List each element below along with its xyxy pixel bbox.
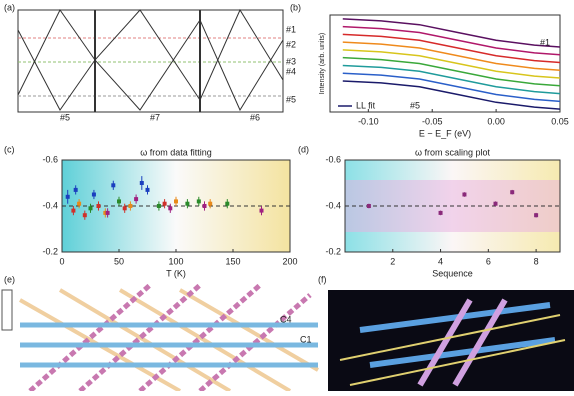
point — [438, 210, 443, 215]
point — [91, 192, 96, 197]
curve — [342, 72, 561, 103]
point — [510, 190, 515, 195]
point — [156, 204, 161, 208]
x-tick-label: -0.05 — [422, 116, 443, 126]
line-label: #2 — [286, 39, 296, 49]
point — [462, 192, 467, 197]
curve — [342, 33, 561, 64]
chart-title: ω from scaling plot — [415, 147, 491, 157]
x-tick-label: 0 — [59, 256, 64, 266]
point — [128, 204, 133, 208]
curve — [342, 80, 561, 110]
y-axis-label: Intensity (arb. units) — [319, 33, 326, 94]
point — [134, 197, 139, 202]
x-axis-label: Sequence — [432, 268, 473, 278]
point — [534, 213, 539, 218]
x-axis-label: E − E_F (eV) — [419, 128, 471, 138]
panel-e-diagram — [1, 283, 320, 393]
point — [105, 210, 110, 215]
line-label: #4 — [286, 66, 296, 76]
point — [77, 201, 82, 206]
y-tick-label: -0.2 — [325, 246, 341, 256]
x-tick-label: 6 — [486, 256, 491, 266]
point — [139, 181, 144, 185]
point — [88, 206, 93, 211]
x-tick-label: 0.05 — [551, 116, 569, 126]
x-tick-label: 150 — [225, 256, 240, 266]
point — [122, 206, 127, 211]
x-tick-label: -0.10 — [358, 116, 379, 126]
y-tick-label: -0.6 — [42, 154, 58, 164]
annotation: #1 — [540, 37, 550, 47]
point — [168, 206, 173, 211]
line-label: #5 — [286, 94, 296, 104]
point — [65, 194, 70, 199]
x-tick-label: 100 — [168, 256, 183, 266]
point — [145, 187, 150, 192]
point — [71, 208, 76, 213]
chart-title: ω from data fitting — [140, 147, 212, 157]
point — [196, 199, 201, 204]
point — [202, 204, 207, 208]
point — [366, 204, 371, 208]
x-tick-label: 0.00 — [487, 116, 505, 126]
x-tick-label: 200 — [282, 256, 297, 266]
legend-label: LL fit — [356, 100, 376, 110]
point — [73, 187, 78, 192]
point — [117, 199, 121, 204]
panel-label: (e) — [4, 274, 15, 284]
curve — [342, 56, 561, 87]
x-tick-label: 2 — [390, 256, 395, 266]
point — [103, 210, 108, 215]
curve — [342, 64, 561, 95]
x-axis-label: T (K) — [166, 268, 186, 278]
point — [174, 199, 178, 204]
line-label: #3 — [286, 56, 296, 66]
panel-f-diagram — [328, 290, 574, 391]
point — [111, 183, 116, 188]
curve — [342, 49, 561, 79]
panel-label: (c) — [4, 144, 15, 154]
stripe-label: C4 — [280, 314, 292, 324]
panel-a-diagram — [17, 8, 284, 113]
y-tick-label: -0.4 — [42, 200, 58, 210]
point — [185, 201, 190, 206]
panel-label: (b) — [290, 2, 301, 12]
point — [82, 213, 87, 218]
curve — [342, 25, 561, 56]
line-label: #5 — [60, 112, 70, 122]
point — [225, 201, 230, 206]
line-label: #6 — [250, 112, 260, 122]
y-tick-label: -0.2 — [42, 246, 58, 256]
plot-frame — [329, 14, 561, 113]
point — [493, 201, 498, 206]
line-label: #7 — [150, 112, 160, 122]
line-label: #1 — [286, 24, 296, 34]
x-tick-label: 4 — [438, 256, 443, 266]
x-tick-label: 8 — [534, 256, 539, 266]
point — [259, 208, 264, 213]
x-tick-label: 50 — [114, 256, 124, 266]
point — [208, 201, 213, 206]
curve — [342, 41, 561, 72]
point — [96, 204, 101, 208]
annotation: #5 — [410, 100, 420, 110]
panel-label: (f) — [318, 274, 327, 284]
y-tick-label: -0.4 — [325, 200, 341, 210]
panel-label: (d) — [298, 144, 309, 154]
panel-label: (a) — [4, 2, 15, 12]
point — [162, 201, 167, 206]
curve — [342, 18, 561, 48]
stripe-label: C1 — [300, 334, 312, 344]
y-tick-label: -0.6 — [325, 154, 341, 164]
